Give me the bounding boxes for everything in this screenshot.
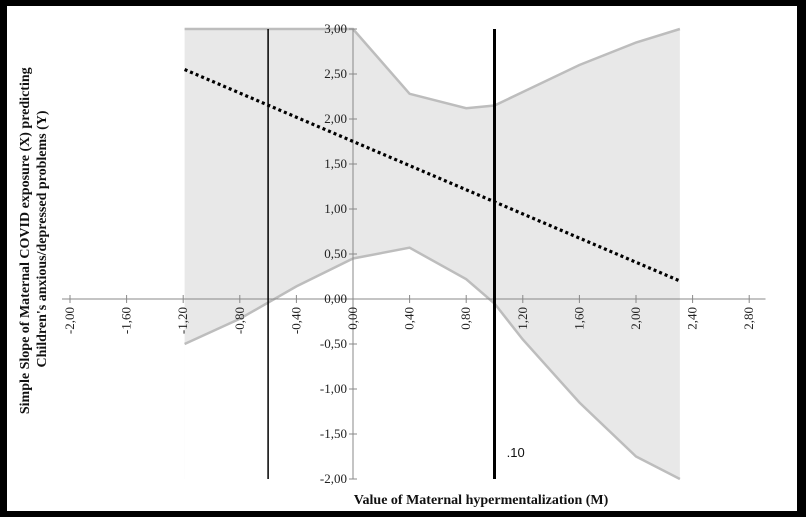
- x-tick-label: 0,00: [345, 307, 360, 330]
- x-tick-label: 0,40: [402, 307, 417, 330]
- plot-area: -2,00 -1,60 -1,20 -0,80 -0,40 0,00 0,40 0,80 1,2…: [18, 21, 766, 508]
- y-tick-label: 2,00: [324, 111, 347, 126]
- x-tick-label: -1,20: [175, 307, 190, 334]
- x-axis-title: Value of Maternal hypermentalization (M): [354, 493, 609, 508]
- x-tick-label: 2,80: [741, 307, 756, 330]
- band-upper-cutout: [184, 29, 680, 109]
- x-tick-label: -1,60: [119, 307, 134, 334]
- y-tick-label: 3,00: [324, 21, 347, 36]
- tick-layer: -2,00 -1,60 -1,20 -0,80 -0,40 0,00 0,40 0,80 1,2…: [62, 21, 756, 486]
- x-tick-label: 2,40: [685, 307, 700, 330]
- y-tick-label: 0,00: [324, 291, 347, 306]
- band-upper-edge: [184, 27, 681, 110]
- x-tick-label: 2,00: [628, 307, 643, 330]
- x-tick-label: -0,40: [288, 307, 303, 334]
- y-tick-label: 1,50: [324, 156, 347, 171]
- band-lower-cutout: [184, 247, 680, 479]
- y-tick-label: -1,50: [320, 426, 347, 441]
- annotation-layer: .10: [507, 445, 525, 460]
- x-tick-label: 1,60: [571, 307, 586, 330]
- y-tick-label: 2,50: [324, 66, 347, 81]
- chart-figure: -2,00 -1,60 -1,20 -0,80 -0,40 0,00 0,40 0,80 1,2…: [7, 6, 797, 511]
- y-tick-label: 1,00: [324, 201, 347, 216]
- x-tick-label: -0,80: [232, 307, 247, 334]
- y-axis-title: Simple Slope of Maternal COVID exposure …: [18, 64, 50, 414]
- x-tick-label: 0,80: [458, 307, 473, 330]
- y-tick-label: 0,50: [324, 246, 347, 261]
- y-axis-title-line-1: Simple Slope of Maternal COVID exposure …: [18, 67, 33, 414]
- y-tick-label: -1,00: [320, 381, 347, 396]
- confidence-band-layer: [184, 27, 681, 481]
- band-lower-edge: [184, 246, 681, 481]
- y-axis-title-line-2: Children's anxious/depressed problems (Y…: [35, 110, 50, 367]
- y-tick-label: -0,50: [320, 336, 347, 351]
- annotation-label: .10: [507, 445, 525, 460]
- x-tick-label: -2,00: [62, 307, 77, 334]
- y-tick-label: -2,00: [320, 471, 347, 486]
- x-tick-label: 1,20: [515, 307, 530, 330]
